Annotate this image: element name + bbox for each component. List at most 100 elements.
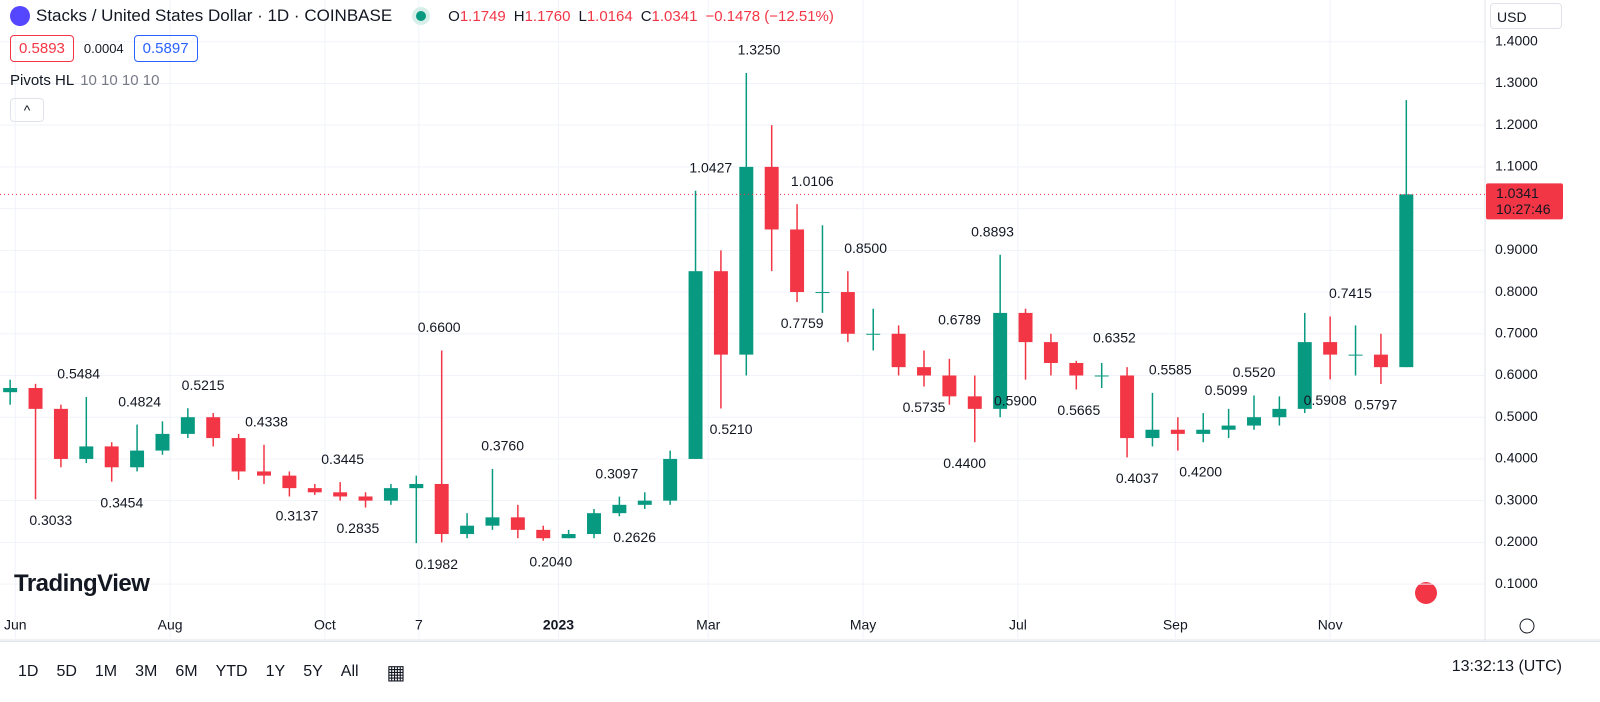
range-button[interactable]: YTD	[215, 663, 248, 680]
range-button[interactable]: 6M	[175, 663, 198, 680]
candle-body	[1196, 429, 1211, 434]
pivot-label: 0.6352	[1093, 330, 1136, 346]
candle-body	[637, 500, 652, 505]
bottom-toolbar: 1D 5D 1M 3M 6M YTD 1Y 5Y All ▦ 13:32:13 (UTC)	[0, 641, 1600, 702]
pivot-label: 0.5797	[1354, 397, 1397, 413]
market-status	[416, 11, 427, 21]
sell-button[interactable]: 0.5893	[10, 35, 74, 62]
candle-body	[409, 483, 424, 489]
candle-body	[1297, 342, 1312, 409]
candle-body	[891, 333, 906, 368]
candle-body	[1323, 342, 1338, 355]
candle-body	[815, 292, 830, 294]
pivot-label: 0.5520	[1233, 364, 1276, 380]
candle-body	[1272, 408, 1287, 418]
y-tick-label: 1.2000	[1495, 116, 1538, 132]
candle-body	[840, 292, 855, 334]
indicator-legend: Pivots HL 10 10 10 10	[10, 72, 159, 89]
pivot-label: 0.4037	[1116, 470, 1159, 486]
range-button[interactable]: 3M	[135, 663, 158, 680]
pivot-label: 0.7415	[1329, 285, 1372, 301]
last-price-label: 1.0341	[1496, 185, 1539, 201]
ohlc-key: O	[448, 7, 460, 25]
pivot-label: 0.3760	[481, 438, 524, 454]
ohlc-key: H	[513, 7, 525, 25]
settings-icon[interactable]	[1519, 618, 1535, 634]
pivot-label: 1.0427	[689, 159, 732, 175]
candle-body	[967, 396, 982, 409]
y-tick-label: 0.9000	[1495, 241, 1538, 257]
range-button[interactable]: 1D	[18, 663, 39, 680]
brand-logo: TradingView	[14, 570, 150, 597]
date-range-icon[interactable]: ▦	[386, 661, 406, 684]
pivot-label: 0.5215	[182, 377, 225, 393]
pivot-label: 0.3137	[276, 508, 319, 524]
candle-body	[257, 471, 271, 476]
pivot-label: 0.5900	[994, 392, 1037, 408]
pivot-label: 0.3454	[100, 494, 143, 510]
x-tick-label: 7	[415, 617, 423, 633]
candle-body	[104, 446, 119, 468]
x-tick-label: Jun	[4, 617, 27, 633]
candle-body	[155, 433, 170, 451]
candle-body	[764, 166, 779, 230]
buy-button[interactable]: 0.5897	[133, 35, 198, 62]
range-button[interactable]: 1M	[94, 663, 118, 680]
candle-body	[3, 388, 18, 393]
candle-body	[1043, 342, 1058, 363]
clock: 13:32:13 (UTC)	[1451, 658, 1562, 675]
candle-body	[180, 417, 195, 434]
candle-body	[460, 525, 475, 535]
collapse-button[interactable]: ^	[10, 98, 44, 122]
pivot-label: 0.3097	[595, 465, 638, 481]
change: −0.1478 (−12.51%)	[705, 7, 834, 25]
range-button[interactable]: All	[340, 663, 359, 680]
y-tick-label: 1.3000	[1495, 74, 1538, 90]
candle-body	[1145, 429, 1160, 439]
candle-body	[53, 408, 68, 459]
indicator-name[interactable]: Pivots HL	[10, 72, 75, 89]
chart: 0.1000 0.2000 0.3000 0.4000 0.5000 0.6000 0.70…	[0, 0, 1600, 641]
range-button[interactable]: 5Y	[303, 663, 323, 680]
candle-body	[231, 438, 246, 472]
y-tick-label: 0.7000	[1495, 324, 1538, 340]
pivot-label: 0.2835	[337, 520, 380, 536]
pivot-label: 0.8500	[844, 240, 887, 256]
candle-body	[307, 488, 322, 493]
ohlc-item: H1.1760	[514, 8, 571, 25]
x-tick-label: Sep	[1163, 617, 1188, 633]
pivot-label: 0.5665	[1057, 402, 1100, 418]
y-tick-label: 0.1000	[1495, 575, 1538, 591]
currency-select[interactable]: USD	[1490, 3, 1562, 29]
symbol-title[interactable]: Stacks / United States Dollar · 1D · COI…	[36, 6, 393, 25]
range-buttons: 1D 5D 1M 3M 6M YTD 1Y 5Y All	[0, 663, 367, 681]
y-tick-label: 1.4000	[1495, 32, 1538, 48]
event-icon[interactable]	[1415, 582, 1437, 604]
ohlc-value: 1.1749	[459, 7, 506, 25]
candle-body	[1094, 375, 1109, 377]
trade-boxes: 0.5893 0.0004 0.5897	[10, 35, 198, 62]
y-tick-label: 1.1000	[1495, 158, 1538, 174]
candle-body	[993, 312, 1008, 409]
candle-body	[713, 271, 728, 355]
candle-body	[688, 271, 703, 459]
candle-body	[1373, 354, 1388, 368]
pivot-label: 0.5908	[1304, 392, 1347, 408]
y-tick-label: 0.3000	[1495, 491, 1538, 507]
candle-body	[790, 229, 805, 293]
range-button[interactable]: 5D	[56, 663, 77, 680]
pivot-label: 1.3250	[738, 42, 781, 58]
range-button[interactable]: 1Y	[265, 663, 286, 680]
pivot-label: 0.1982	[415, 556, 458, 572]
candle-body	[1221, 425, 1236, 430]
candle-body	[206, 417, 221, 439]
y-tick-label: 0.2000	[1495, 533, 1538, 549]
pivot-label: 1.0106	[791, 173, 834, 189]
x-tick-label: Oct	[314, 617, 336, 633]
candle-body	[510, 517, 525, 530]
pivot-label: 0.5585	[1149, 362, 1192, 378]
candle-body	[434, 483, 449, 535]
symbol-logo	[10, 6, 30, 26]
pivot-label: 0.4338	[245, 414, 288, 430]
candle-body	[282, 475, 297, 489]
